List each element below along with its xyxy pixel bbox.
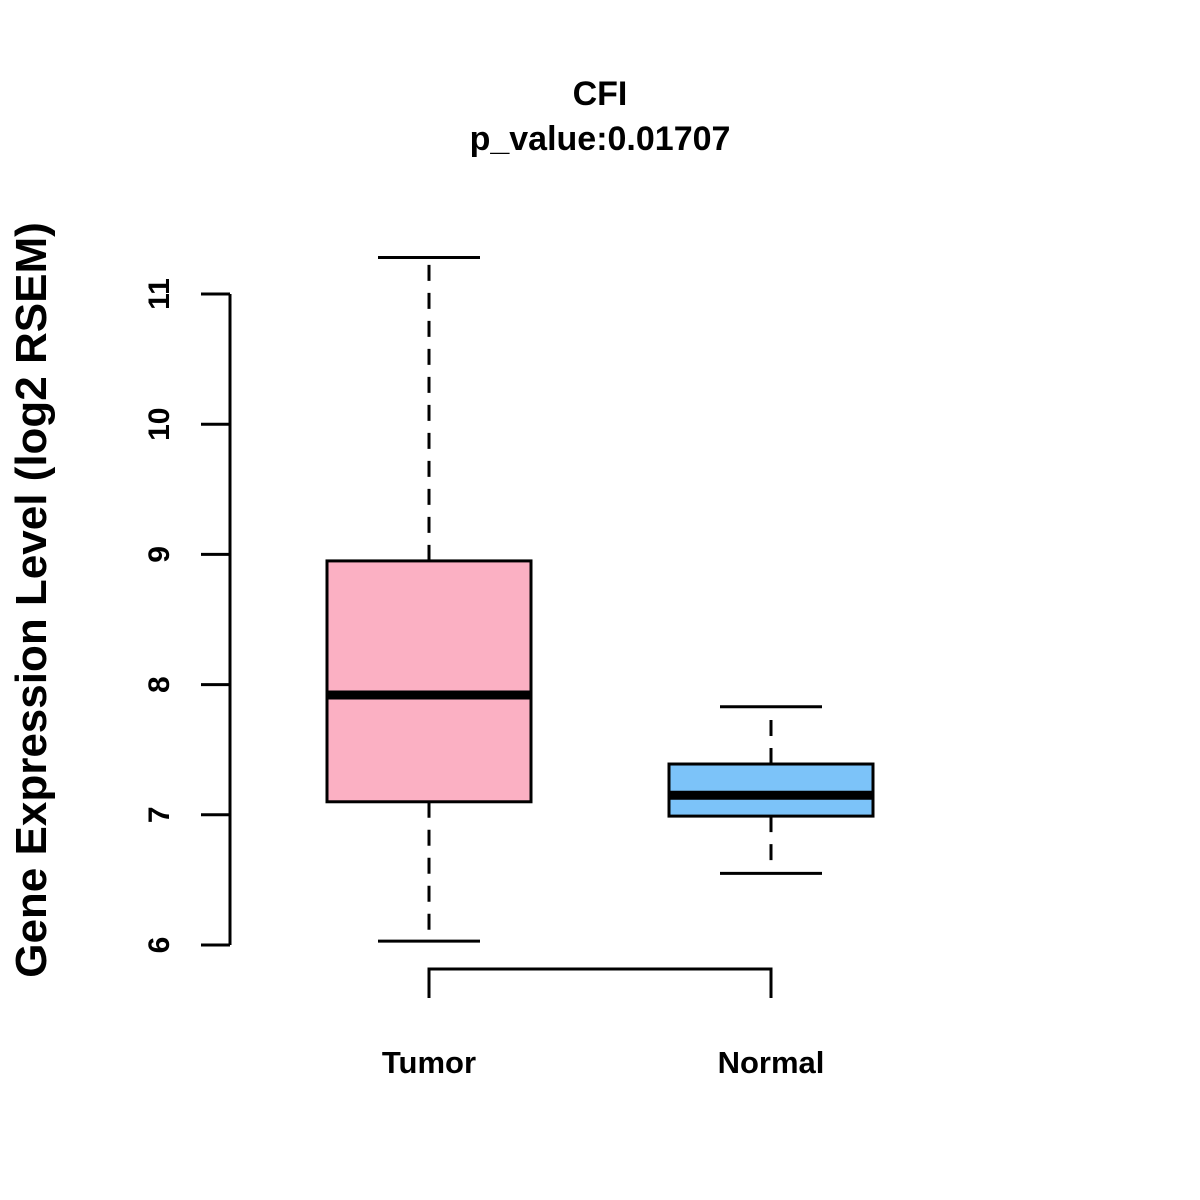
y-tick-label: 7 [143, 806, 176, 823]
y-tick-label: 6 [143, 937, 176, 954]
box-tumor [325, 256, 533, 943]
iqr-box [325, 559, 533, 804]
bracket-line [427, 967, 773, 998]
x-category-label: Normal [718, 1045, 825, 1080]
x-axis-labels: Tumor Normal [382, 1045, 824, 1080]
y-axis-label: Gene Expression Level (log2 RSEM) [7, 222, 56, 978]
y-tick-label: 10 [143, 408, 176, 441]
y-tick-label: 11 [143, 278, 176, 310]
chart-subtitle: p_value:0.01707 [470, 120, 731, 158]
x-category-label: Tumor [382, 1045, 476, 1080]
box-series [325, 256, 875, 943]
y-axis: 6 7 8 9 10 11 [143, 278, 232, 954]
box-normal [667, 705, 875, 875]
y-tick-label: 9 [143, 546, 176, 563]
chart-title: CFI [573, 75, 628, 113]
comparison-bracket [427, 967, 773, 998]
y-tick-label: 8 [143, 676, 176, 693]
iqr-box [667, 762, 875, 818]
